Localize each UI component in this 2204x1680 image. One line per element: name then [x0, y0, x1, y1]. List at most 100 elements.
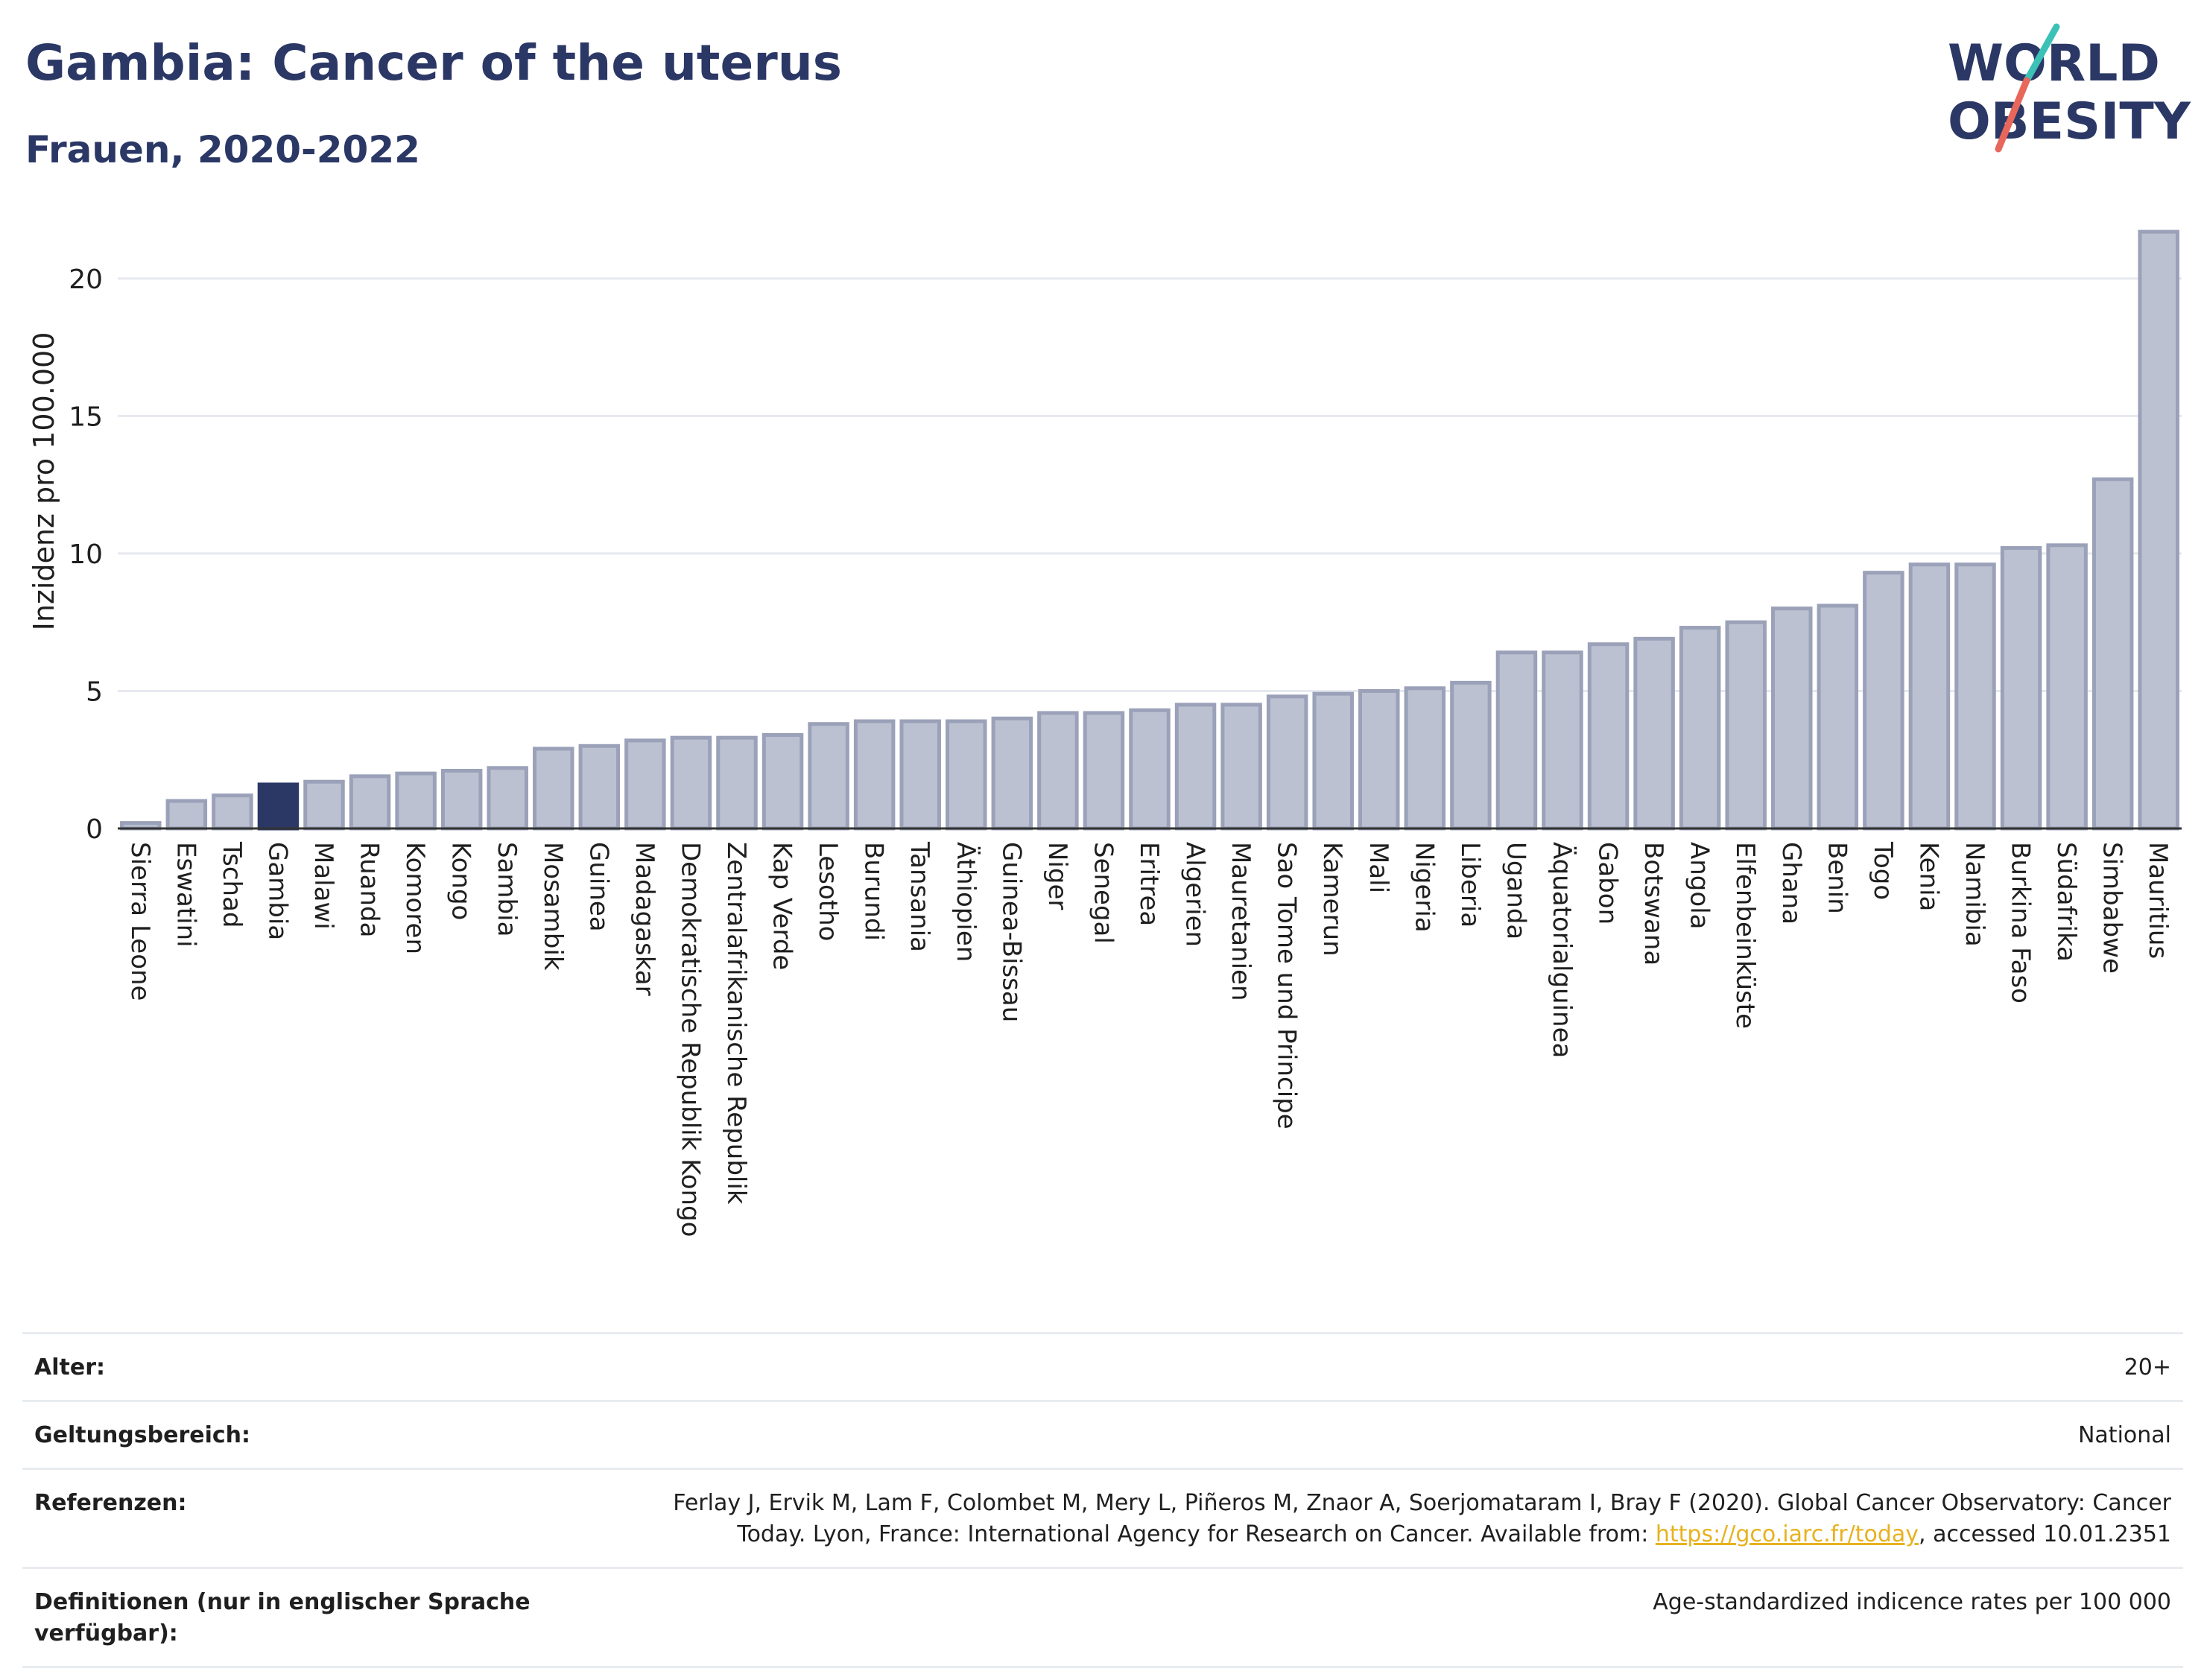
- bar-niger[interactable]: [1037, 711, 1079, 831]
- x-tick-label: Kenia: [1913, 842, 1943, 911]
- bar-sambia[interactable]: [487, 766, 528, 831]
- bar-mauretanien[interactable]: [1220, 703, 1262, 831]
- reference-link[interactable]: https://gco.iarc.fr/today: [1655, 1521, 1919, 1547]
- bar-gambia[interactable]: [257, 782, 300, 831]
- x-tick-label: Tschad: [217, 841, 247, 928]
- reference-accessed: , accessed 10.01.2351: [1919, 1521, 2171, 1547]
- x-tick-label: Botswana: [1638, 842, 1668, 966]
- bar-tansania[interactable]: [899, 719, 941, 831]
- x-tick-label: Tansania: [905, 841, 934, 952]
- x-tick-label: Sao Tome und Principe: [1272, 842, 1302, 1129]
- info-label: Geltungsbereich:: [34, 1422, 251, 1448]
- x-tick-label: Sambia: [492, 842, 522, 936]
- x-tick-label: Mali: [1364, 842, 1393, 893]
- bar-nigeria[interactable]: [1404, 686, 1446, 831]
- chart-title: Gambia: Cancer of the uterus: [25, 34, 843, 92]
- chart-subtitle: Frauen, 2020-2022: [25, 128, 420, 171]
- bar-namibia[interactable]: [1954, 562, 1996, 831]
- bar-madagaskar[interactable]: [624, 738, 666, 831]
- info-row-references: Referenzen: Ferlay J, Ervik M, Lam F, Co…: [22, 1468, 2183, 1567]
- x-tick-label: Togo: [1868, 841, 1898, 900]
- bars: [120, 229, 2179, 831]
- x-tick-label: Senegal: [1088, 842, 1118, 944]
- bar-kongo[interactable]: [440, 768, 483, 831]
- bar-angola[interactable]: [1679, 626, 1721, 831]
- info-value: National: [2077, 1422, 2171, 1448]
- x-tick-label: Burundi: [859, 842, 889, 941]
- bar-kenia[interactable]: [1908, 562, 1951, 831]
- x-tick-label: Eritrea: [1134, 842, 1164, 926]
- y-axis-label: Inzidenz pro 100.000: [28, 332, 60, 631]
- bar-sao-tome-und-principe[interactable]: [1266, 694, 1308, 831]
- logo-red-stroke: [1995, 77, 2030, 153]
- x-tick-label: Ruanda: [355, 842, 384, 937]
- bar-ghana[interactable]: [1771, 606, 1813, 831]
- bar-demokratische-republik-kongo[interactable]: [670, 735, 712, 831]
- x-tick-label: Zentralafrikanische Republik: [721, 842, 751, 1205]
- x-tick-label: Eswatini: [171, 842, 200, 948]
- bar-chart: 0 5 10 15 20 Sierra Leone Eswatini Tschad Gambi…: [28, 229, 2182, 1237]
- bar-ruanda[interactable]: [349, 774, 391, 831]
- bar-eritrea[interactable]: [1129, 708, 1171, 831]
- bar-gabon[interactable]: [1587, 642, 1630, 831]
- bar-elfenbeinküste[interactable]: [1725, 620, 1767, 831]
- x-tick-labels: Sierra Leone Eswatini Tschad Gambia Malawi Ru…: [125, 841, 2173, 1237]
- x-tick-label: Gabon: [1593, 842, 1623, 925]
- bar-zentralafrikanische-republik[interactable]: [716, 735, 758, 831]
- bar-algerien[interactable]: [1174, 703, 1217, 831]
- bar-tschad[interactable]: [212, 793, 253, 831]
- bar-togo[interactable]: [1863, 571, 1904, 831]
- bar-lesotho[interactable]: [808, 722, 849, 831]
- bar-guinea[interactable]: [578, 744, 621, 831]
- bar-burundi[interactable]: [853, 719, 896, 831]
- bar-benin[interactable]: [1817, 603, 1859, 831]
- x-tick-label: Guinea-Bissau: [996, 842, 1026, 1022]
- y-tick-label: 0: [86, 814, 103, 845]
- x-tick-label: Äquatorialguinea: [1547, 842, 1577, 1058]
- bar-malawi[interactable]: [303, 779, 345, 831]
- info-label: Definitionen (nur in englischer Sprache …: [34, 1589, 531, 1646]
- bar-südafrika[interactable]: [2046, 543, 2088, 831]
- bar-simbabwe[interactable]: [2091, 477, 2134, 831]
- bar-guinea-bissau[interactable]: [991, 716, 1033, 831]
- bar-kamerun[interactable]: [1312, 691, 1354, 831]
- x-tick-label: Nigeria: [1409, 842, 1439, 933]
- bar-äthiopien[interactable]: [946, 719, 987, 831]
- bar-botswana[interactable]: [1633, 636, 1675, 831]
- x-tick-label: Kamerun: [1317, 842, 1347, 957]
- bar-komoren[interactable]: [395, 771, 437, 831]
- bar-mauritius[interactable]: [2138, 229, 2179, 831]
- x-tick-label: Mauritius: [2143, 842, 2173, 959]
- x-tick-label: Angola: [1685, 842, 1714, 929]
- x-tick-label: Demokratische Republik Kongo: [675, 842, 705, 1237]
- bar-eswatini[interactable]: [165, 799, 208, 831]
- x-tick-label: Ghana: [1776, 842, 1806, 925]
- x-tick-label: Namibia: [1960, 842, 1989, 947]
- y-tick-labels: 0 5 10 15 20: [69, 264, 103, 845]
- bar-senegal[interactable]: [1083, 711, 1125, 831]
- bar-kap-verde[interactable]: [761, 733, 804, 831]
- info-table: Alter: 20+ Geltungsbereich: National Ref…: [22, 1332, 2183, 1668]
- x-tick-label: Simbabwe: [2097, 842, 2127, 974]
- x-tick-label: Komoren: [400, 842, 430, 954]
- x-tick-label: Uganda: [1501, 842, 1530, 939]
- info-label: Alter:: [34, 1354, 105, 1381]
- info-value: 20+: [2124, 1354, 2171, 1381]
- x-tick-label: Elfenbeinküste: [1730, 842, 1760, 1029]
- x-tick-label: Niger: [1042, 842, 1072, 910]
- bar-äquatorialguinea[interactable]: [1542, 650, 1583, 831]
- info-row-definitions: Definitionen (nur in englischer Sprache …: [22, 1567, 2183, 1668]
- info-value: Ferlay J, Ervik M, Lam F, Colombet M, Me…: [607, 1488, 2171, 1550]
- bar-burkina-faso[interactable]: [2000, 546, 2042, 831]
- x-tick-label: Lesotho: [813, 842, 843, 941]
- info-value: Age-standardized indicence rates per 100…: [1653, 1589, 2171, 1615]
- x-tick-label: Benin: [1822, 842, 1852, 914]
- bar-mali[interactable]: [1358, 688, 1400, 831]
- bar-liberia[interactable]: [1450, 680, 1492, 831]
- bar-mosambik[interactable]: [533, 747, 574, 831]
- x-tick-label: Madagaskar: [630, 842, 659, 996]
- x-tick-label: Mosambik: [538, 842, 568, 971]
- y-tick-label: 10: [69, 539, 103, 570]
- x-tick-label: Malawi: [308, 842, 338, 930]
- bar-uganda[interactable]: [1495, 650, 1538, 831]
